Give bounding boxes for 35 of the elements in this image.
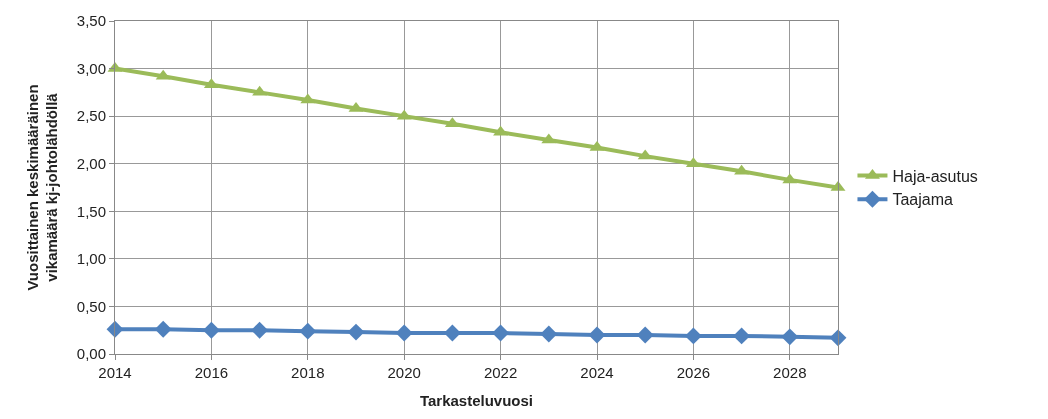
y-tick-label: 1,00 — [76, 250, 106, 268]
x-tick-label: 2014 — [98, 364, 132, 381]
point — [636, 326, 654, 344]
point — [299, 322, 317, 340]
y-tick-label: 0,50 — [76, 297, 106, 315]
point — [347, 323, 365, 341]
y-tick-label: 3,50 — [76, 12, 106, 30]
point — [251, 321, 269, 339]
y-axis-title: Vuosittainen keskimääräinen vikamäärä kj-johtolähdöllä — [23, 84, 61, 291]
point — [829, 329, 847, 347]
x-tick-label: 2026 — [676, 364, 711, 381]
x-tick-label: 2016 — [194, 364, 229, 381]
point — [781, 328, 799, 346]
legend-label: Haja-asutus — [892, 167, 978, 185]
y-tick-label: 1,50 — [76, 202, 106, 220]
x-axis-title: Tarkasteluvuosi — [419, 392, 534, 409]
y-tick-label: 3,00 — [76, 59, 106, 77]
legend-label: Taajama — [892, 191, 954, 209]
point — [588, 326, 606, 344]
point — [492, 324, 510, 342]
point — [733, 327, 751, 345]
x-tick-label: 2028 — [773, 364, 807, 381]
y-tick-label: 2,50 — [76, 107, 106, 125]
point — [684, 327, 702, 345]
y-tick-label: 0,00 — [76, 345, 106, 363]
x-tick-label: 2020 — [387, 364, 421, 381]
y-tick-label: 2,00 — [76, 154, 106, 172]
point — [395, 324, 413, 342]
point — [202, 321, 220, 339]
x-tick-label: 2022 — [483, 364, 518, 381]
point — [154, 320, 172, 338]
point — [106, 320, 124, 338]
x-tick-label: 2018 — [291, 364, 325, 381]
point — [540, 325, 558, 343]
x-tick-label: 2024 — [580, 364, 614, 381]
